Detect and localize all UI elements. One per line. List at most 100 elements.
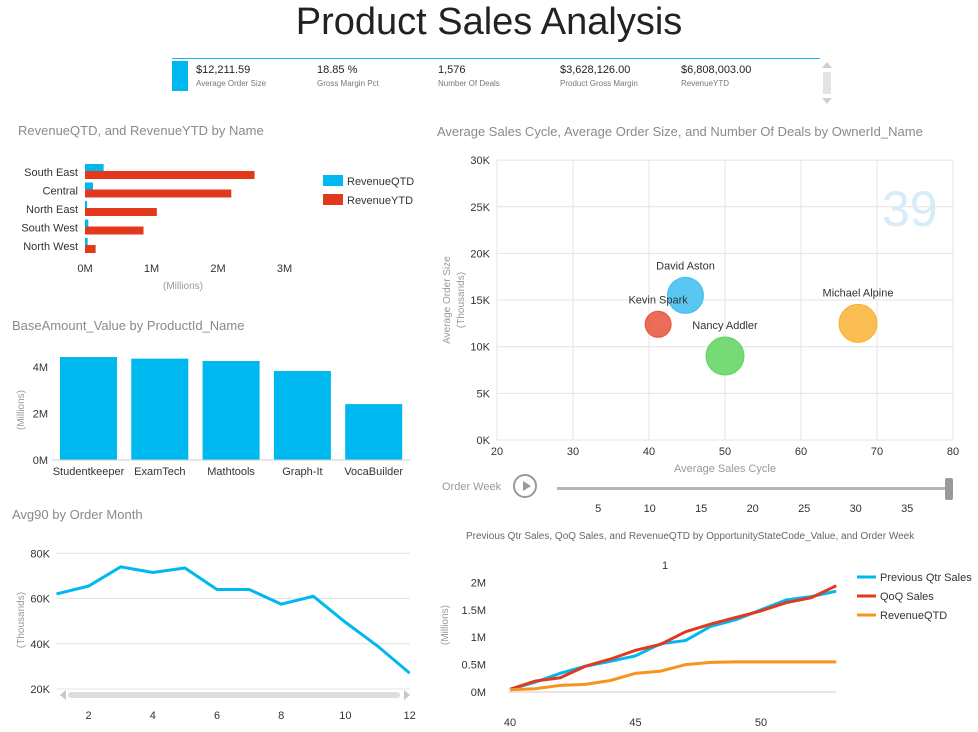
- scroll-down-icon[interactable]: [822, 98, 832, 104]
- y-tick-label: 5K: [477, 388, 491, 400]
- bar-revenue-ytd: [85, 171, 255, 179]
- x-tick-label: 40: [643, 446, 655, 458]
- y-tick-label: 0K: [477, 435, 491, 447]
- line-series-avg90: [56, 565, 411, 675]
- play-axis-label: Order Week: [442, 481, 502, 493]
- play-axis-tick: 5: [595, 503, 601, 515]
- bar: [60, 357, 117, 460]
- avg90-scrollbar[interactable]: [60, 690, 410, 700]
- x-tick-label: 2M: [210, 263, 225, 275]
- line-series: [509, 589, 837, 691]
- legend-label: Previous Qtr Sales: [880, 572, 972, 584]
- x-tick-label: Studentkeeper: [53, 466, 125, 478]
- bubble: [838, 303, 878, 343]
- bar: [345, 404, 403, 460]
- x-tick-label: 4: [150, 710, 156, 722]
- category-label: Central: [43, 186, 78, 198]
- bubble: [644, 310, 672, 338]
- y-axis-unit: (Thousands): [456, 272, 467, 328]
- y-tick-label: 30K: [470, 155, 490, 167]
- kpi-label: Average Order Size: [196, 79, 267, 88]
- kpi-value: $3,628,126.00: [560, 64, 631, 76]
- kpi-value: $12,211.59: [196, 64, 251, 76]
- y-tick-label: 60K: [30, 594, 50, 606]
- play-axis-tick: 20: [747, 503, 759, 515]
- bar-revenue-ytd: [85, 208, 157, 216]
- y-tick-label: 20K: [470, 248, 490, 260]
- bar-revenue-ytd: [85, 226, 144, 235]
- scroll-up-icon[interactable]: [822, 62, 832, 68]
- category-label: North East: [26, 204, 78, 216]
- x-tick-label: ExamTech: [134, 466, 185, 478]
- play-axis-tick: 30: [850, 503, 862, 515]
- y-axis-unit: (Millions): [440, 605, 451, 645]
- x-axis-unit: (Millions): [163, 281, 203, 292]
- scroll-right-icon[interactable]: [404, 690, 410, 700]
- play-axis-tick: 10: [644, 503, 656, 515]
- scroll-thumb[interactable]: [823, 72, 831, 94]
- y-tick-label: 80K: [30, 548, 50, 560]
- bar-revenue-ytd: [85, 245, 96, 253]
- kpi-average-order-size: $12,211.59 Average Order Size: [196, 64, 266, 88]
- legend-swatch: [323, 175, 343, 186]
- x-tick-label: 10: [339, 710, 351, 722]
- y-tick-label: 1.5M: [462, 605, 486, 617]
- kpi-revenue-ytd: $6,808,003.00 RevenueYTD: [681, 64, 751, 88]
- bar: [202, 360, 260, 460]
- x-axis-title: Average Sales Cycle: [674, 463, 776, 475]
- play-frame-value: 39: [882, 181, 938, 237]
- bar-revenue-qtd: [85, 201, 87, 208]
- play-icon[interactable]: [513, 474, 537, 498]
- x-tick-label: 6: [214, 710, 220, 722]
- kpi-accent-bar: [172, 61, 188, 91]
- page-title: Product Sales Analysis: [295, 1, 683, 43]
- x-tick-label: 50: [755, 717, 767, 729]
- bubble: [705, 336, 745, 376]
- play-axis-slider-thumb[interactable]: [945, 478, 953, 500]
- kpi-label: Gross Margin Pct: [317, 79, 379, 88]
- bubble-label: Kevin Spark: [628, 294, 688, 306]
- y-axis-title: Average Order Size: [442, 256, 453, 344]
- x-tick-label: Mathtools: [207, 466, 255, 478]
- x-tick-label: 30: [567, 446, 579, 458]
- y-tick-label: 20K: [30, 684, 50, 696]
- bar: [131, 358, 189, 460]
- y-tick-label: 40K: [30, 639, 50, 651]
- sales-cycle-title: Average Sales Cycle, Average Order Size,…: [437, 124, 923, 139]
- x-tick-label: 20: [491, 446, 503, 458]
- scroll-track[interactable]: [68, 692, 400, 698]
- scroll-left-icon[interactable]: [60, 690, 66, 700]
- bubble-label: David Aston: [656, 260, 715, 272]
- qtr-sales-title: Previous Qtr Sales, QoQ Sales, and Reven…: [466, 531, 915, 542]
- y-tick-label: 1M: [471, 632, 486, 644]
- x-tick-label: 12: [403, 710, 415, 722]
- play-axis-tick: 25: [798, 503, 810, 515]
- legend-label: RevenueQTD: [880, 610, 947, 622]
- y-tick-label: 0M: [33, 455, 48, 467]
- kpi-scrollbar[interactable]: [822, 62, 832, 108]
- play-axis-tick: 15: [695, 503, 707, 515]
- x-tick-label: 0M: [77, 263, 92, 275]
- line-series: [509, 660, 837, 692]
- base-amount-title: BaseAmount_Value by ProductId_Name: [12, 318, 245, 333]
- x-tick-label: 45: [629, 717, 641, 729]
- category-label: South East: [24, 167, 78, 179]
- kpi-label: Product Gross Margin: [560, 79, 638, 88]
- x-tick-label: 40: [504, 717, 516, 729]
- bubble: [666, 276, 704, 314]
- category-label: South West: [21, 223, 78, 235]
- bar-revenue-qtd: [85, 238, 88, 245]
- play-axis-slider[interactable]: [557, 487, 949, 490]
- kpi-label: RevenueYTD: [681, 79, 730, 88]
- y-tick-label: 2M: [471, 577, 486, 589]
- x-tick-label: 3M: [277, 263, 292, 275]
- x-tick-label: 2: [86, 710, 92, 722]
- legend-label: RevenueYTD: [347, 195, 413, 207]
- y-tick-label: 4M: [33, 362, 48, 374]
- y-tick-label: 15K: [470, 295, 490, 307]
- bar: [273, 370, 331, 460]
- kpi-product-gross-margin: $3,628,126.00 Product Gross Margin: [560, 64, 638, 88]
- y-tick-label: 0.5M: [462, 660, 486, 672]
- y-axis-unit: (Thousands): [16, 592, 27, 648]
- bar-revenue-qtd: [85, 182, 93, 190]
